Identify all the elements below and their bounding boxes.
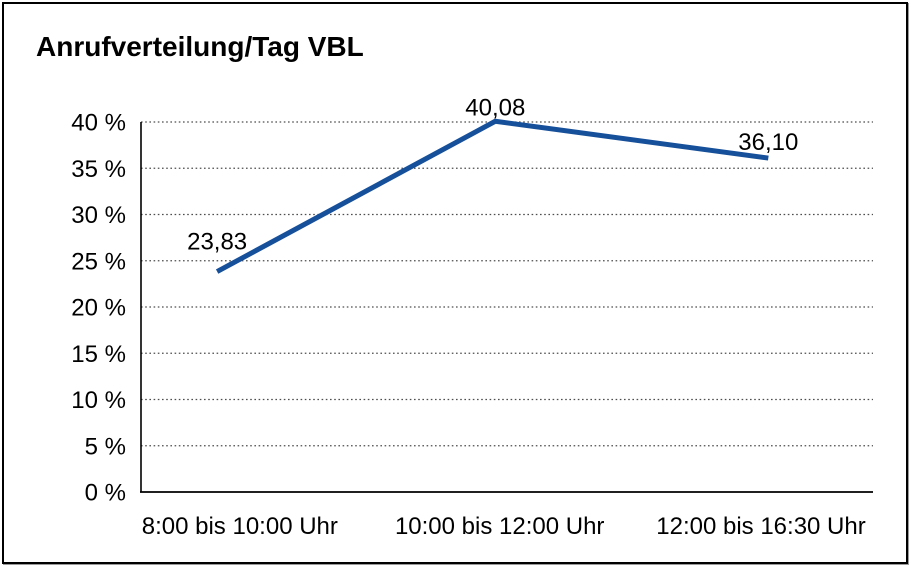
y-tick-label: 35 %: [71, 156, 126, 183]
x-category-label: 10:00 bis 12:00 Uhr: [395, 513, 604, 540]
x-category-label: 12:00 bis 16:30 Uhr: [656, 513, 865, 540]
y-tick-label: 20 %: [71, 295, 126, 322]
y-tick-label: 15 %: [71, 341, 126, 368]
y-tick-label: 25 %: [71, 248, 126, 275]
y-tick-label: 10 %: [71, 387, 126, 414]
data-point-label: 40,08: [465, 94, 525, 121]
data-point-label: 23,83: [187, 229, 247, 256]
y-tick-label: 40 %: [71, 110, 126, 137]
y-tick-label: 0 %: [85, 480, 126, 507]
series-line: [215, 118, 769, 274]
chart-frame: [2, 2, 908, 564]
chart-title: Anrufverteilung/Tag VBL: [36, 31, 364, 62]
x-category-label: 8:00 bis 10:00 Uhr: [142, 513, 338, 540]
y-tick-label: 5 %: [85, 433, 126, 460]
data-point-label: 36,10: [738, 129, 798, 156]
y-tick-label: 30 %: [71, 202, 126, 229]
